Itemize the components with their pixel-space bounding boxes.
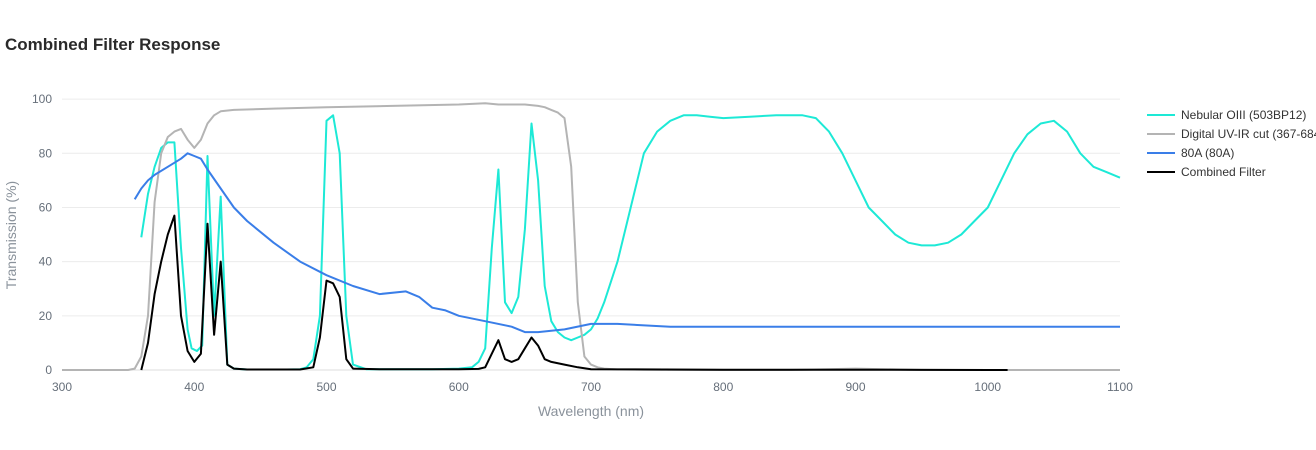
x-tick-label: 400: [184, 380, 204, 394]
legend-label: Combined Filter: [1181, 165, 1266, 179]
legend-item-1[interactable]: Digital UV-IR cut (367-684): [1147, 127, 1316, 141]
y-tick-label: 20: [39, 309, 53, 323]
x-tick-label: 700: [581, 380, 601, 394]
y-tick-label: 40: [39, 255, 53, 269]
legend-label: 80A (80A): [1181, 146, 1234, 160]
series-line-2[interactable]: [133, 152, 1120, 334]
y-tick-label: 80: [39, 146, 53, 160]
y-axis-ticks: 0 20 40 60 80 100: [32, 92, 52, 377]
series-lines: [62, 102, 1121, 371]
y-tick-label: 60: [39, 200, 53, 214]
x-tick-label: 1000: [974, 380, 1001, 394]
y-axis-label: Transmission (%): [3, 181, 19, 289]
legend-label: Digital UV-IR cut (367-684): [1181, 127, 1316, 141]
legend-label: Nebular OIII (503BP12): [1181, 108, 1306, 122]
x-tick-label: 1100: [1107, 380, 1133, 394]
y-tick-label: 0: [45, 363, 52, 377]
y-tick-label: 100: [32, 92, 52, 106]
legend-item-2[interactable]: 80A (80A): [1147, 146, 1234, 160]
legend-item-3[interactable]: Combined Filter: [1147, 165, 1266, 179]
x-tick-label: 600: [449, 380, 469, 394]
x-tick-label: 500: [316, 380, 336, 394]
legend[interactable]: Nebular OIII (503BP12) Digital UV-IR cut …: [1147, 108, 1316, 179]
x-axis-label: Wavelength (nm): [538, 403, 644, 419]
x-tick-label: 900: [845, 380, 865, 394]
x-tick-label: 800: [713, 380, 733, 394]
series-line-3[interactable]: [140, 214, 1008, 371]
x-tick-label: 300: [52, 380, 72, 394]
x-axis-ticks: 300 400 500 600 700 800 900 1000 1100: [52, 380, 1133, 394]
legend-item-0[interactable]: Nebular OIII (503BP12): [1147, 108, 1306, 122]
chart-title: Combined Filter Response: [5, 35, 220, 54]
